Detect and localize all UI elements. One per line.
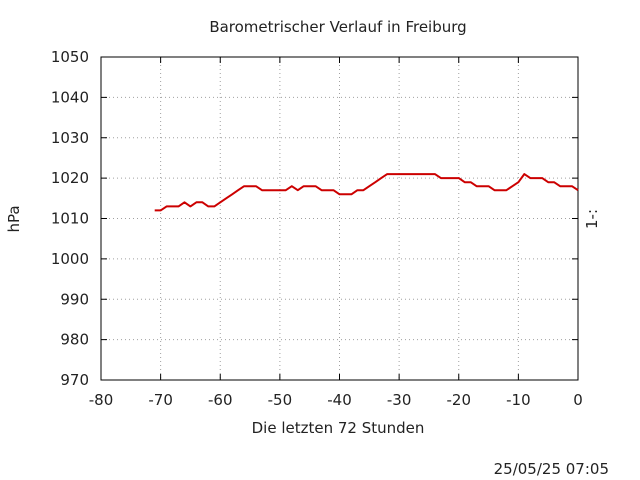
x-tick-label: 0 <box>573 391 583 409</box>
pressure-series-line <box>154 173 579 212</box>
y-tick-label: 1000 <box>51 250 89 268</box>
y-tick-label: 1020 <box>51 169 89 187</box>
grid-lines <box>101 57 578 380</box>
y-tick-label: 980 <box>60 331 89 349</box>
x-tick-label: -40 <box>327 391 352 409</box>
x-tick-label: -10 <box>506 391 531 409</box>
chart-title: Barometrischer Verlauf in Freiburg <box>209 18 466 36</box>
x-tick-label: -80 <box>89 391 114 409</box>
x-axis-label: Die letzten 72 Stunden <box>252 419 425 437</box>
y-tick-label: 1050 <box>51 48 89 66</box>
x-tick-label: -30 <box>387 391 412 409</box>
x-tick-label: -60 <box>208 391 233 409</box>
y-tick-label: 1040 <box>51 88 89 106</box>
y-tick-label: 1030 <box>51 129 89 147</box>
y-axis-label: hPa <box>5 205 23 232</box>
y-tick-label: 990 <box>60 290 89 308</box>
x-tick-label: -50 <box>268 391 293 409</box>
y-tick-label: 1010 <box>51 210 89 228</box>
y2-axis-label: 1-: <box>583 209 601 229</box>
timestamp: 25/05/25 07:05 <box>494 460 609 478</box>
x-tick-label: -70 <box>148 391 173 409</box>
x-tick-label: -20 <box>447 391 472 409</box>
y-tick-label: 970 <box>60 371 89 389</box>
axis-ticks: 970 980 990 1000 1010 1020 1030 1040 1050 -80 -70 -… <box>51 48 583 409</box>
